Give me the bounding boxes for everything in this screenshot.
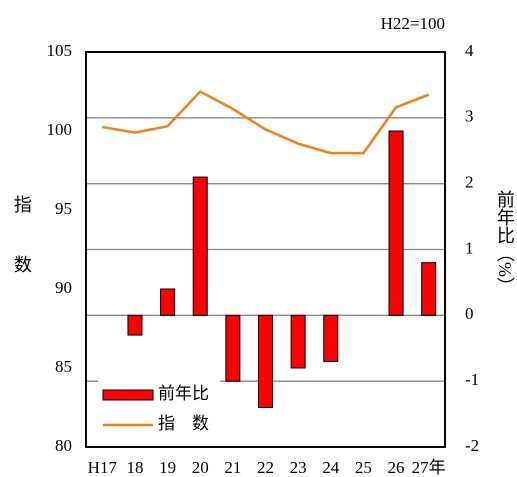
y2-tick-label: 1 xyxy=(465,238,474,257)
bar xyxy=(160,288,176,316)
y2-tick-label: 3 xyxy=(465,107,474,126)
bar xyxy=(225,314,241,382)
x-tick-label: H17 xyxy=(88,458,118,477)
bar xyxy=(192,176,208,316)
line xyxy=(102,89,430,155)
y2-tick-label: 4 xyxy=(465,41,474,60)
x-tick-label: 18 xyxy=(126,458,143,477)
y2-axis-label: 前年比（%） xyxy=(495,190,515,295)
note: H22=100 xyxy=(381,14,445,33)
legend-swatch xyxy=(102,389,154,401)
y-tick-label: 100 xyxy=(47,120,73,139)
x-tick-label: 21 xyxy=(224,458,241,477)
legend-label: 指 数 xyxy=(158,414,209,433)
x-tick-label: 27年 xyxy=(412,458,446,477)
plot-frame xyxy=(85,51,446,448)
bar xyxy=(127,314,143,336)
x-tick-label: 19 xyxy=(159,458,176,477)
x-tick-label: 23 xyxy=(290,458,307,477)
bar xyxy=(258,314,273,409)
y2-tick-label: 0 xyxy=(465,304,474,323)
legend-label: 前年比 xyxy=(158,384,209,403)
bar xyxy=(290,314,306,369)
x-tick-label: 22 xyxy=(257,458,274,477)
y-tick-label: 105 xyxy=(47,41,73,60)
bar xyxy=(323,314,339,362)
y-axis-label: 指数 xyxy=(12,195,32,315)
x-tick-label: 25 xyxy=(355,458,372,477)
x-tick-label: 20 xyxy=(192,458,209,477)
y-tick-label: 85 xyxy=(55,357,72,376)
y2-tick-label: -1 xyxy=(465,370,479,389)
bar xyxy=(388,130,404,316)
y-tick-label: 90 xyxy=(55,278,72,297)
bar xyxy=(421,262,437,316)
y2-tick-label: 2 xyxy=(465,173,474,192)
x-tick-label: 24 xyxy=(322,458,340,477)
x-tick-label: 26 xyxy=(388,458,405,477)
y-tick-label: 95 xyxy=(55,199,72,218)
y2-tick-label: -2 xyxy=(465,436,479,455)
y-tick-label: 80 xyxy=(55,436,72,455)
